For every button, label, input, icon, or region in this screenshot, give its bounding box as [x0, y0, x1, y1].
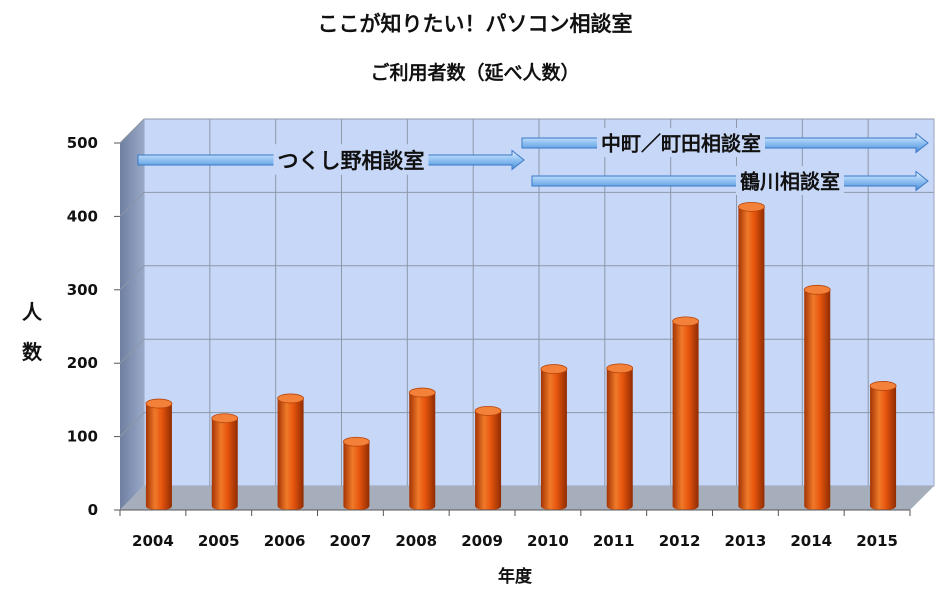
- bar-top: [474, 406, 502, 416]
- bar-top: [540, 364, 568, 374]
- bar-2004: [145, 398, 173, 511]
- y-gridline-side: [119, 412, 145, 437]
- bar-2010: [540, 364, 568, 511]
- chart-title: ここが知りたい！パソコン相談室: [317, 12, 633, 36]
- bar-top: [869, 381, 897, 391]
- bar-2008: [408, 387, 436, 511]
- bar-2012: [672, 316, 699, 511]
- chart-subtitle: ご利用者数（延べ人数）: [370, 62, 580, 84]
- bar-body: [277, 398, 304, 511]
- annotation-label: 中町／町田相談室: [601, 132, 761, 156]
- annotation-tsukushino: つくし野相談室: [137, 144, 525, 175]
- annotation-label-bg: [273, 144, 429, 175]
- x-tick-label: 2013: [725, 532, 767, 550]
- y-gridline-side: [119, 192, 145, 217]
- bar-body: [211, 418, 238, 511]
- bar-body: [343, 441, 370, 511]
- x-tick-label: 2006: [264, 532, 306, 550]
- annotation-nakamachi: 中町／町田相談室: [521, 128, 929, 157]
- annotation-tsurukawa: 鶴川相談室: [531, 166, 929, 195]
- x-tick-label: 2010: [527, 532, 569, 550]
- x-tick-label: 2014: [790, 532, 832, 550]
- bar-2011: [606, 363, 634, 511]
- bar-2005: [211, 413, 239, 511]
- annotation-label-bg: [736, 166, 844, 195]
- bar-2007: [343, 436, 370, 511]
- bar-top: [343, 436, 370, 447]
- bar-top: [145, 398, 173, 409]
- plot-side-wall: [120, 119, 144, 510]
- y-tick-label: 500: [67, 134, 98, 152]
- y-gridline-side: [119, 265, 145, 291]
- bar-top: [277, 393, 304, 404]
- x-tick-label: 2007: [330, 532, 372, 550]
- annotation-label: つくし野相談室: [278, 149, 425, 173]
- plot-floor: [120, 486, 934, 510]
- x-tick-label: 2008: [395, 532, 437, 550]
- bar-body: [738, 206, 765, 511]
- bar-2009: [474, 406, 502, 511]
- y-axis-label-char-1: 人: [22, 300, 42, 324]
- bar-body: [475, 410, 502, 511]
- bar-top: [672, 316, 699, 327]
- y-tick-label: 300: [67, 281, 98, 299]
- y-tick-label: 100: [67, 428, 98, 446]
- x-tick-label: 2009: [461, 532, 503, 550]
- x-tick-label: 2012: [659, 532, 701, 550]
- bar-body: [672, 321, 699, 511]
- bar-2006: [277, 393, 304, 511]
- bar-body: [145, 403, 172, 511]
- y-gridline-side: [119, 118, 145, 144]
- y-tick-label: 200: [67, 354, 98, 372]
- annotation-label: 鶴川相談室: [740, 170, 840, 194]
- y-gridline-side: [119, 338, 145, 364]
- bar-body: [606, 368, 633, 511]
- x-tick-label: 2011: [593, 532, 635, 550]
- x-tick-label: 2015: [856, 532, 898, 550]
- x-tick-label: 2005: [198, 532, 240, 550]
- bar-top: [606, 363, 634, 374]
- x-axis-label: 年度: [498, 567, 532, 587]
- bar-top: [803, 284, 831, 295]
- bar-body: [804, 289, 831, 511]
- bar-2014: [803, 284, 831, 511]
- annotation-label-bg: [597, 128, 765, 157]
- bar-top: [738, 201, 765, 212]
- y-tick-label: 0: [88, 501, 98, 519]
- y-tick-label: 400: [67, 207, 98, 225]
- bar-top: [211, 413, 239, 424]
- y-axis-label-char-2: 数: [22, 340, 42, 364]
- x-tick-label: 2004: [132, 532, 174, 550]
- bar-body: [540, 369, 567, 511]
- bar-top: [408, 387, 436, 398]
- bar-body: [409, 392, 436, 511]
- bar-2015: [869, 381, 897, 511]
- bar-body: [870, 385, 897, 511]
- bar-2013: [738, 201, 765, 511]
